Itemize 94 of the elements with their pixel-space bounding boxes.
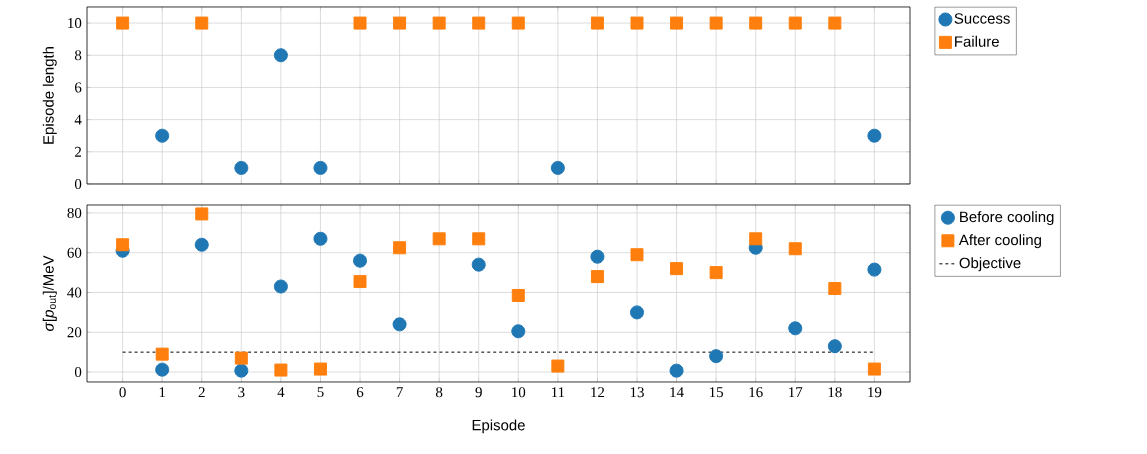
x-tick-label: 0: [119, 387, 126, 398]
y-tick-label: 60: [67, 247, 82, 258]
point: [590, 16, 604, 30]
point: [788, 16, 802, 30]
y-tick-label: 80: [67, 207, 82, 218]
point: [194, 237, 209, 252]
point: [472, 16, 486, 30]
y-tick-label: 40: [67, 287, 82, 298]
point: [234, 351, 248, 365]
legend-label: Success: [954, 13, 1010, 24]
point: [273, 279, 288, 294]
point: [195, 207, 209, 221]
x-tick-label: 15: [709, 387, 724, 398]
x-tick-label: 1: [159, 387, 166, 398]
point: [788, 321, 803, 336]
x-tick-label: 3: [238, 387, 245, 398]
point: [709, 16, 723, 30]
point: [155, 347, 169, 361]
y-axis-title: Episode length: [42, 47, 57, 144]
legend-label: After cooling: [958, 234, 1041, 249]
legend-label: Failure: [955, 35, 999, 47]
point: [155, 128, 170, 143]
point: [432, 16, 446, 30]
point: [630, 305, 644, 320]
x-tick-label: 4: [277, 387, 285, 397]
point: [827, 339, 842, 354]
point: [116, 238, 130, 252]
point: [274, 363, 288, 377]
point: [670, 16, 684, 30]
y-tick-label: 20: [67, 327, 82, 338]
point: [867, 262, 882, 277]
point: [828, 16, 842, 30]
point: [353, 275, 367, 289]
point: [670, 262, 684, 276]
legend-label: Objective: [959, 257, 1021, 272]
y-tick-label: 6: [75, 82, 82, 93]
point: [273, 48, 288, 63]
point: [393, 241, 407, 255]
y-tick-label: 4: [74, 114, 82, 125]
x-tick-label: 18: [828, 387, 842, 398]
point: [195, 16, 209, 30]
x-tick-label: 12: [591, 387, 605, 398]
point: [749, 232, 763, 246]
point: [550, 160, 565, 175]
point: [472, 232, 486, 246]
point: [709, 349, 724, 364]
x-tick-label: 10: [512, 387, 526, 398]
point: [590, 270, 604, 284]
point: [234, 363, 249, 378]
x-tick-label: 6: [356, 387, 364, 398]
x-tick-label: 11: [551, 387, 565, 398]
point: [393, 16, 407, 30]
point: [155, 362, 170, 377]
x-tick-label: 9: [475, 387, 482, 398]
point: [669, 363, 684, 378]
point: [313, 160, 328, 175]
y-tick-label: 0: [74, 178, 82, 190]
legend-label: Before cooling: [960, 211, 1054, 226]
x-tick-label: 14: [670, 387, 684, 398]
point: [630, 16, 644, 30]
point: [392, 317, 407, 332]
point: [709, 266, 723, 280]
point: [511, 324, 526, 339]
point: [867, 128, 882, 143]
point: [353, 16, 367, 30]
y-tick-label: 8: [74, 50, 82, 61]
x-tick-label: 8: [435, 387, 443, 398]
point: [828, 282, 842, 296]
y-tick-label: 10: [68, 18, 82, 29]
y-tick-label: 0: [74, 367, 82, 378]
point: [116, 16, 130, 30]
point: [788, 242, 802, 256]
point: [630, 248, 644, 262]
point: [867, 362, 881, 376]
x-axis-title: Episode: [472, 419, 525, 434]
point: [353, 253, 368, 268]
point: [313, 231, 328, 246]
x-tick-label: 17: [789, 387, 803, 398]
point: [590, 249, 605, 264]
x-tick-label: 13: [630, 387, 644, 398]
x-tick-label: 2: [198, 387, 205, 398]
x-tick-label: 19: [868, 387, 882, 398]
y-tick-label: 2: [75, 146, 81, 157]
point: [432, 232, 446, 246]
point: [471, 257, 486, 272]
point: [313, 362, 327, 376]
x-tick-label: 16: [749, 387, 763, 398]
x-tick-label: 5: [317, 387, 324, 398]
point: [234, 160, 249, 175]
point: [511, 288, 525, 302]
point: [511, 16, 525, 30]
point: [551, 359, 565, 373]
point: [749, 16, 763, 30]
x-tick-label: 7: [396, 387, 403, 397]
